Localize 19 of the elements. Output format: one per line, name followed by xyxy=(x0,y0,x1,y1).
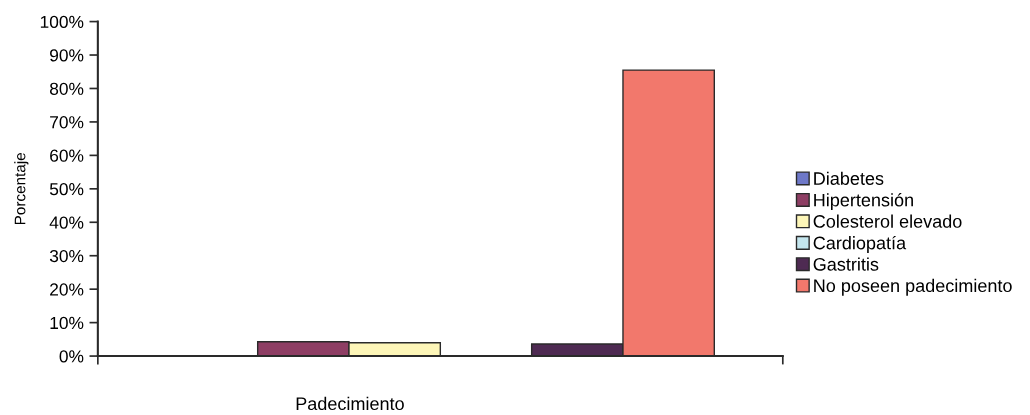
y-tick-label: 60% xyxy=(50,149,84,162)
y-tick-label: 80% xyxy=(49,82,84,95)
y-axis-title: Porcentaje xyxy=(14,152,29,225)
x-axis-title: Padecimiento xyxy=(296,396,404,411)
y-tick-label: 10% xyxy=(50,316,84,330)
legend-label: No poseen padecimiento xyxy=(814,278,1012,296)
y-tick-label: 90% xyxy=(50,49,84,62)
y-tick-label: 0% xyxy=(59,350,84,363)
legend-label: Hipertensión xyxy=(814,193,913,211)
y-tick-label: 40% xyxy=(49,216,84,229)
y-tick-label: 30% xyxy=(49,249,84,263)
legend-label: Cardiopatía xyxy=(813,235,907,253)
legend-label: Diabetes xyxy=(814,171,884,185)
y-tick-label: 100% xyxy=(40,15,84,29)
legend-label: Colesterol elevado xyxy=(813,214,962,228)
y-tick-label: 20% xyxy=(50,283,84,296)
legend-label: Gastritis xyxy=(813,257,879,271)
y-tick-label: 70% xyxy=(50,116,84,129)
y-tick-label: 50% xyxy=(49,182,84,196)
